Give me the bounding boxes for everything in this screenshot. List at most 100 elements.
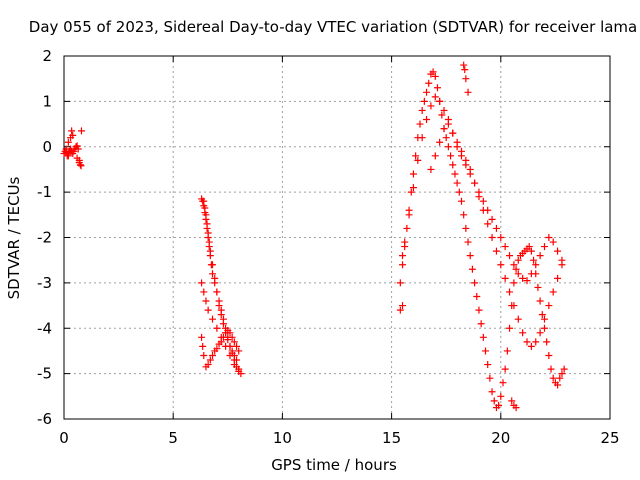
data-point <box>492 247 500 255</box>
data-point <box>508 397 516 405</box>
data-point <box>473 292 481 300</box>
data-point <box>203 220 211 228</box>
data-point <box>484 361 492 369</box>
y-tick-label: -6 <box>37 410 52 428</box>
data-point <box>506 288 514 296</box>
data-point <box>230 361 238 369</box>
data-point <box>479 197 487 205</box>
data-point <box>425 79 433 87</box>
data-point <box>527 270 535 278</box>
data-point <box>213 324 221 332</box>
data-point <box>506 324 514 332</box>
data-point <box>501 243 509 251</box>
data-point <box>401 238 409 246</box>
data-point <box>444 143 452 151</box>
data-point <box>407 188 415 196</box>
x-tick-label: 15 <box>382 429 401 447</box>
data-point <box>416 120 424 128</box>
data-point <box>497 261 505 269</box>
data-point <box>501 365 509 373</box>
data-point <box>558 256 566 264</box>
data-point <box>449 161 457 169</box>
data-point <box>235 365 243 373</box>
data-point <box>545 234 553 241</box>
data-point <box>495 401 503 409</box>
data-point <box>205 238 213 246</box>
x-tick-labels: 0 5 10 15 20 25 <box>59 429 619 447</box>
data-point <box>211 274 219 282</box>
data-point <box>412 152 420 160</box>
data-point <box>228 333 236 341</box>
data-point <box>399 302 407 310</box>
data-point <box>209 315 217 323</box>
data-point <box>433 84 441 92</box>
chart-title: Day 055 of 2023, Sidereal Day-to-day VTE… <box>29 18 637 36</box>
data-point <box>219 320 227 328</box>
data-point <box>462 161 470 169</box>
data-point <box>444 116 452 124</box>
data-point <box>206 247 214 255</box>
data-point <box>420 97 428 105</box>
data-point <box>403 224 411 232</box>
data-point <box>427 165 435 173</box>
data-point <box>440 106 448 114</box>
data-point <box>471 279 479 287</box>
data-point <box>540 243 548 251</box>
data-point <box>217 333 225 341</box>
data-point <box>396 279 404 287</box>
x-tick-label: 25 <box>600 429 619 447</box>
data-point <box>527 342 535 350</box>
data-point <box>532 261 540 269</box>
data-point <box>464 238 472 246</box>
axis-ticks <box>63 55 611 420</box>
data-point <box>202 211 210 219</box>
data-point <box>519 329 527 337</box>
data-point <box>457 152 465 160</box>
data-point <box>510 279 518 287</box>
data-point <box>440 125 448 133</box>
x-tick-label: 0 <box>59 429 69 447</box>
data-point <box>460 211 468 219</box>
data-point <box>451 170 459 178</box>
y-tick-label: 1 <box>42 92 52 110</box>
data-point <box>405 211 413 219</box>
data-point <box>209 270 217 278</box>
data-point <box>514 270 522 278</box>
data-point <box>423 116 431 124</box>
data-point <box>399 252 407 260</box>
data-point <box>475 188 483 196</box>
data-point <box>477 320 485 328</box>
data-point <box>209 261 217 269</box>
data-point <box>536 329 544 337</box>
data-point <box>226 351 234 359</box>
data-point <box>462 75 470 83</box>
data-point <box>545 302 553 310</box>
data-point <box>228 347 236 355</box>
data-point <box>460 61 468 69</box>
data-point <box>475 306 483 314</box>
data-point <box>396 306 404 314</box>
data-point <box>482 347 490 355</box>
data-point <box>512 404 520 412</box>
data-point <box>457 197 465 205</box>
data-point <box>449 129 457 137</box>
data-point <box>549 374 557 382</box>
data-point <box>62 145 70 153</box>
data-point <box>230 338 238 346</box>
data-point <box>436 97 444 105</box>
data-point <box>525 243 533 251</box>
data-point <box>204 306 212 314</box>
data-point <box>547 365 555 373</box>
data-point <box>213 345 221 353</box>
data-point <box>427 102 435 110</box>
data-point <box>510 261 518 269</box>
data-point <box>64 138 72 146</box>
data-point <box>409 170 417 178</box>
data-point <box>204 229 212 237</box>
y-tick-label: 0 <box>42 138 52 156</box>
data-point <box>490 397 498 405</box>
data-point <box>543 338 551 346</box>
data-point <box>540 324 548 332</box>
data-point <box>558 370 566 378</box>
data-point <box>514 256 522 264</box>
